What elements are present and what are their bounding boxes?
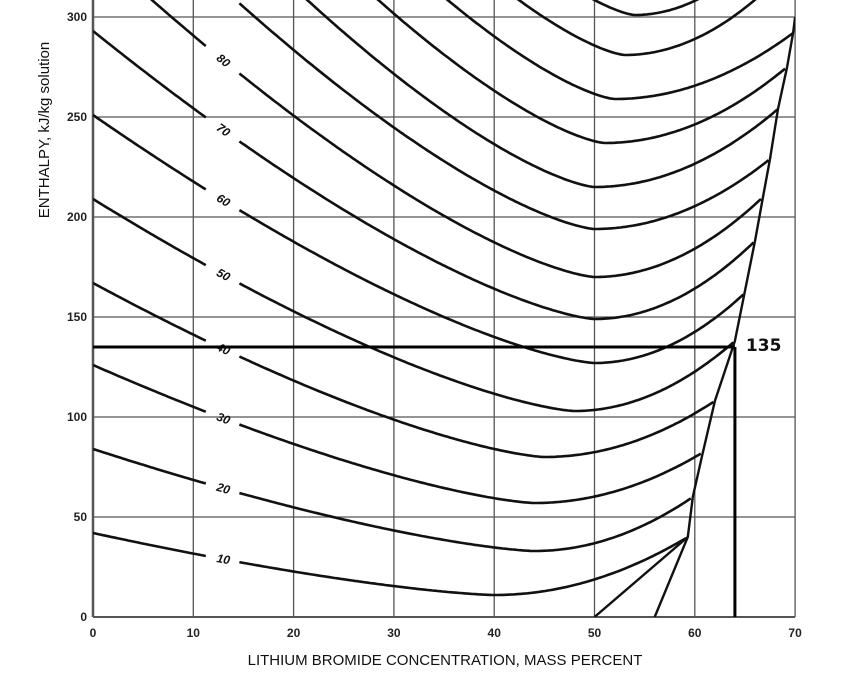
x-tick-label: 30 (387, 626, 401, 640)
curve-labels: 10 20 30 40 50 60 70 80 (213, 51, 233, 568)
annotation: 135 (93, 336, 781, 617)
isotherm-label: 80 (214, 51, 233, 70)
isotherm-curve (516, 0, 757, 57)
y-tick-label: 0 (80, 610, 87, 624)
x-tick-label: 20 (287, 626, 301, 640)
isotherm-curve (93, 531, 687, 597)
isotherm-label: 70 (214, 120, 233, 139)
tick-labels: 0 10 20 30 40 50 60 70 0 50 100 150 200 250 300 (67, 10, 802, 640)
isotherm-curve (93, 363, 702, 505)
isotherm-curve (93, 29, 755, 321)
isotherm-label: 20 (214, 480, 232, 497)
x-tick-label: 60 (688, 626, 702, 640)
isotherm-label: 50 (214, 265, 233, 284)
isotherm-curve (445, 0, 794, 101)
isotherm-label: 30 (215, 410, 233, 428)
isotherm-curve (238, 2, 770, 231)
isotherm-curve (93, 197, 735, 413)
x-tick-label: 40 (488, 626, 502, 640)
isotherm-curve (93, 113, 745, 365)
isotherm-curve (149, 0, 762, 279)
isotherm-curve (93, 281, 715, 459)
y-tick-label: 50 (74, 510, 88, 524)
crystallization-line (653, 16, 796, 617)
y-tick-label: 300 (67, 10, 87, 24)
isotherm-label: 40 (213, 339, 232, 358)
x-tick-label: 10 (187, 626, 201, 640)
isotherm-curves (93, 0, 796, 617)
annotation-label: 135 (746, 336, 782, 356)
y-tick-label: 100 (67, 410, 87, 424)
y-tick-label: 250 (67, 110, 87, 124)
isotherm-curve (593, 536, 689, 617)
isotherm-curve (305, 0, 779, 189)
isotherm-label: 60 (214, 191, 233, 210)
isotherm-curve (93, 447, 692, 553)
x-tick-label: 0 (90, 626, 97, 640)
x-axis-label: LITHIUM BROMIDE CONCENTRATION, MASS PERC… (248, 652, 643, 669)
x-tick-label: 50 (588, 626, 602, 640)
y-axis-label: ENTHALPY, kJ/kg solution (36, 42, 53, 218)
y-tick-label: 150 (67, 310, 87, 324)
isotherm-curve (376, 0, 786, 145)
y-tick-label: 200 (67, 210, 87, 224)
isotherm-label: 10 (216, 551, 232, 567)
x-tick-label: 70 (788, 626, 802, 640)
